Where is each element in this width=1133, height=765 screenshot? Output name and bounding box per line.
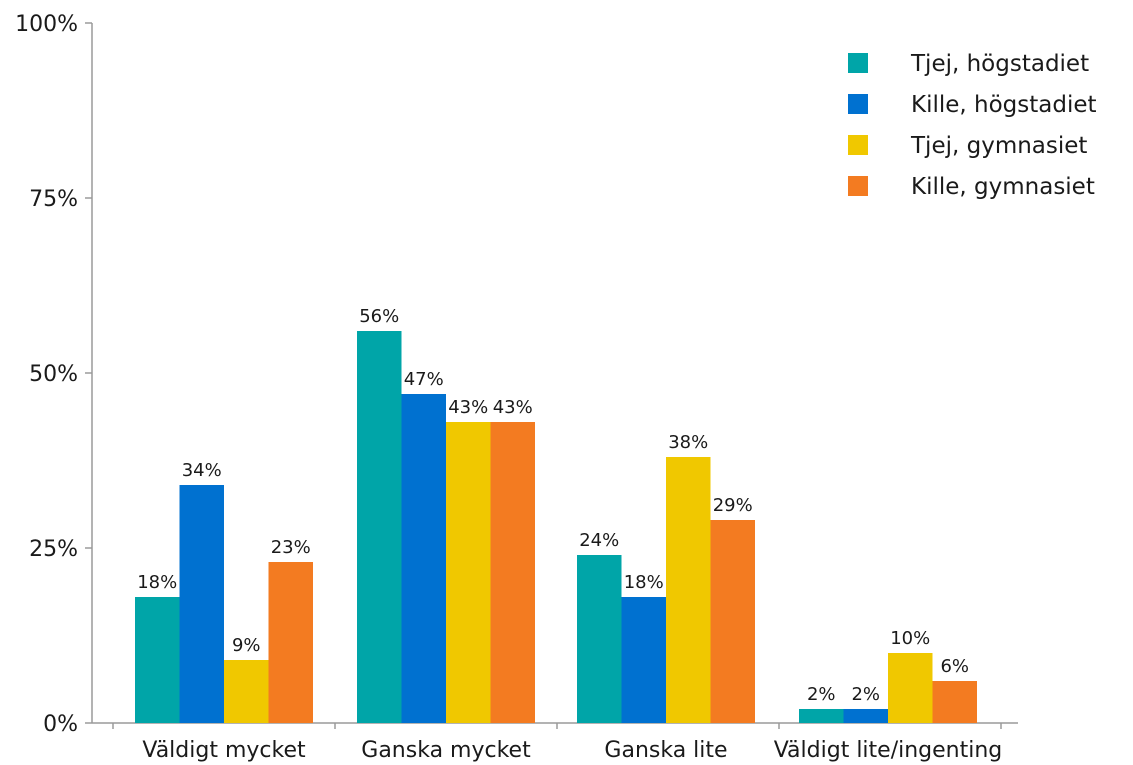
bars: [135, 331, 977, 723]
bar: [268, 562, 313, 723]
y-tick-label: 25%: [29, 537, 78, 562]
bar: [490, 422, 535, 723]
y-tick-label: 50%: [29, 362, 78, 387]
data-labels: 18% 56% 24% 2% 34% 47% 18% 2% 9% 43% 38% 10% 23% 43% 2…: [137, 306, 969, 705]
legend-label: Kille, gymnasiet: [911, 174, 1095, 200]
legend-swatch: [848, 135, 868, 155]
axes: 0% 25% 50% 75% 100% Väldigt mycket Ganska myck…: [15, 12, 1018, 763]
bar: [932, 681, 977, 723]
bar: [224, 660, 269, 723]
bar: [710, 520, 755, 723]
bar: [666, 457, 711, 723]
x-category-label: Ganska lite: [604, 738, 727, 763]
data-label: 2%: [807, 684, 836, 705]
legend: Tjej, högstadiet Kille, högstadiet Tjej, g…: [848, 51, 1097, 200]
data-label: 34%: [182, 460, 222, 481]
bar: [577, 555, 622, 723]
y-tick-label: 0%: [43, 712, 78, 737]
data-label: 43%: [448, 397, 488, 418]
x-category-label: Ganska mycket: [361, 738, 531, 763]
bar: [888, 653, 933, 723]
bar: [843, 709, 888, 723]
data-label: 18%: [137, 572, 177, 593]
legend-label: Tjej, högstadiet: [910, 51, 1089, 77]
data-label: 18%: [624, 572, 664, 593]
data-label: 43%: [493, 397, 533, 418]
legend-swatch: [848, 53, 868, 73]
legend-label: Tjej, gymnasiet: [910, 133, 1087, 159]
legend-label: Kille, högstadiet: [911, 92, 1097, 118]
y-tick-label: 75%: [29, 187, 78, 212]
bar: [135, 597, 180, 723]
bar: [446, 422, 491, 723]
y-tick-label: 100%: [15, 12, 78, 37]
bar: [799, 709, 844, 723]
data-label: 6%: [940, 656, 969, 677]
x-category-label: Väldigt lite/ingenting: [774, 738, 1003, 763]
data-label: 23%: [271, 537, 311, 558]
data-label: 56%: [359, 306, 399, 327]
data-label: 2%: [851, 684, 880, 705]
data-label: 9%: [232, 635, 261, 656]
legend-swatch: [848, 176, 868, 196]
legend-swatch: [848, 94, 868, 114]
bar: [357, 331, 402, 723]
data-label: 10%: [890, 628, 930, 649]
data-label: 29%: [713, 495, 753, 516]
bar: [179, 485, 224, 723]
x-category-label: Väldigt mycket: [142, 738, 306, 763]
bar: [401, 394, 446, 723]
data-label: 38%: [668, 432, 708, 453]
bar: [621, 597, 666, 723]
data-label: 47%: [404, 369, 444, 390]
data-label: 24%: [579, 530, 619, 551]
